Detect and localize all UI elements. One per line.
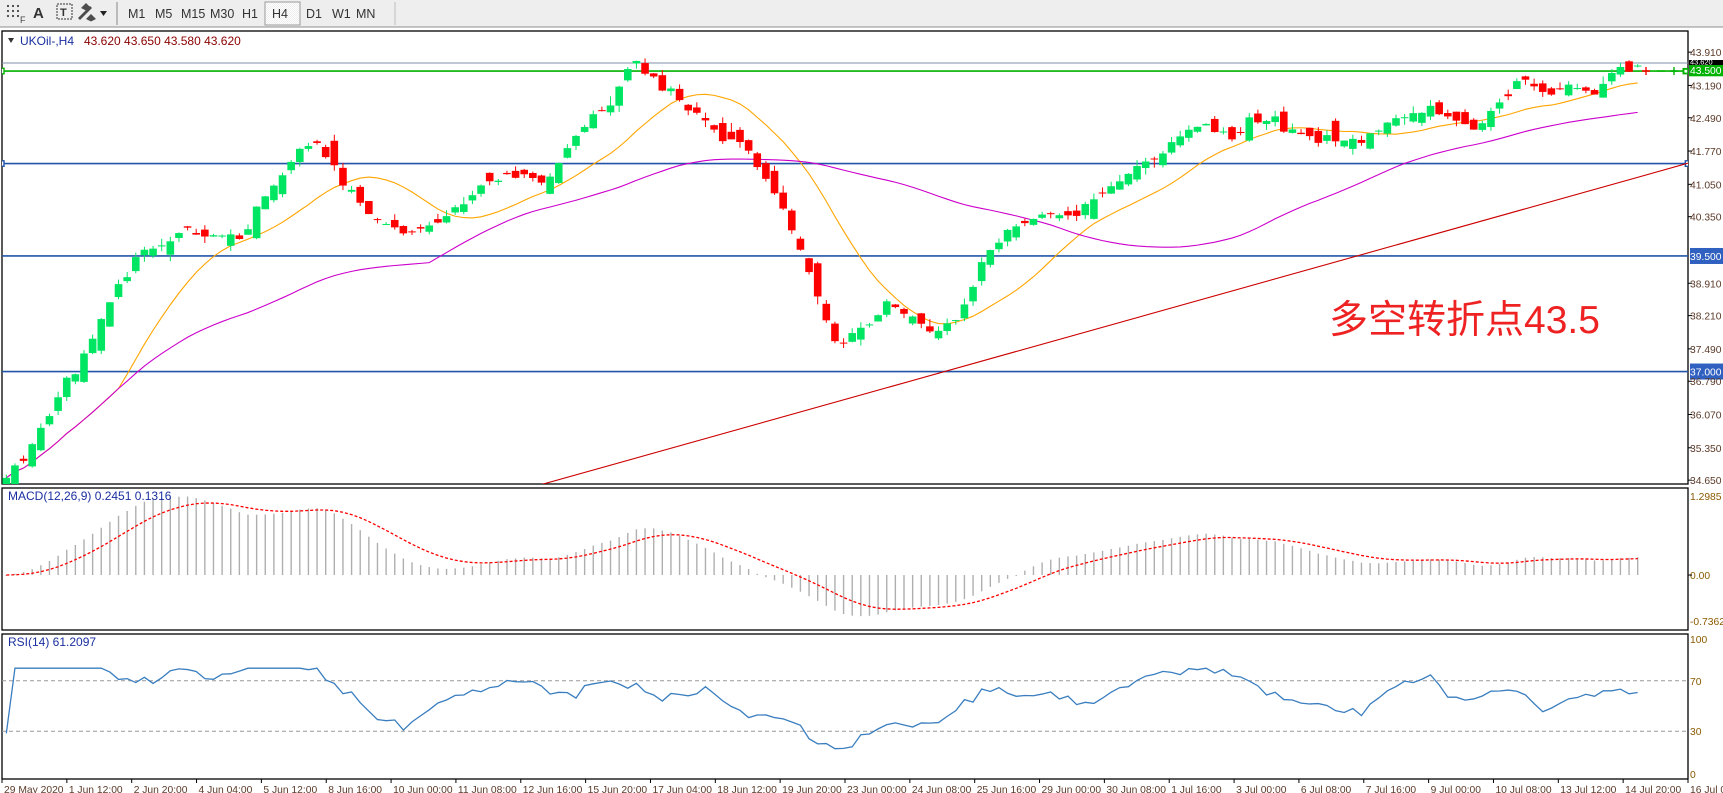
svg-text:2 Jun 20:00: 2 Jun 20:00 — [134, 785, 188, 793]
svg-text:9 Jul 00:00: 9 Jul 00:00 — [1431, 785, 1482, 793]
svg-text:17 Jun 04:00: 17 Jun 04:00 — [652, 785, 712, 793]
svg-text:14 Jul 20:00: 14 Jul 20:00 — [1625, 785, 1681, 793]
svg-text:3 Jul 00:00: 3 Jul 00:00 — [1236, 785, 1287, 793]
svg-text:39.500: 39.500 — [1690, 252, 1722, 263]
svg-text:43.620 43.650 43.580 43.620: 43.620 43.650 43.580 43.620 — [84, 34, 241, 48]
svg-text:6 Jul 08:00: 6 Jul 08:00 — [1301, 785, 1352, 793]
svg-text:MACD(12,26,9) 0.2451 0.1316: MACD(12,26,9) 0.2451 0.1316 — [8, 489, 172, 503]
svg-text:10 Jul 08:00: 10 Jul 08:00 — [1495, 785, 1551, 793]
svg-text:1 Jul 16:00: 1 Jul 16:00 — [1171, 785, 1222, 793]
svg-text:-0.7362: -0.7362 — [1690, 617, 1723, 628]
svg-text:T: T — [60, 7, 67, 19]
svg-text:5 Jun 12:00: 5 Jun 12:00 — [263, 785, 317, 793]
svg-text:36.070: 36.070 — [1690, 411, 1722, 422]
svg-text:19 Jun 20:00: 19 Jun 20:00 — [782, 785, 842, 793]
svg-text:多空转折点43.5: 多空转折点43.5 — [1329, 299, 1600, 342]
svg-text:D1: D1 — [306, 7, 322, 21]
svg-text:8 Jun 16:00: 8 Jun 16:00 — [328, 785, 382, 793]
svg-text:23 Jun 00:00: 23 Jun 00:00 — [847, 785, 907, 793]
svg-text:UKOil-,H4: UKOil-,H4 — [20, 34, 74, 48]
svg-text:37.490: 37.490 — [1690, 345, 1722, 356]
svg-text:0.00: 0.00 — [1690, 571, 1710, 582]
svg-text:70: 70 — [1690, 677, 1702, 688]
svg-text:35.350: 35.350 — [1690, 444, 1722, 455]
svg-text:16 Jul 00:00: 16 Jul 00:00 — [1690, 785, 1723, 793]
svg-text:10 Jun 00:00: 10 Jun 00:00 — [393, 785, 453, 793]
svg-text:11 Jun 08:00: 11 Jun 08:00 — [458, 785, 517, 793]
svg-text:RSI(14) 61.2097: RSI(14) 61.2097 — [8, 635, 96, 649]
svg-text:18 Jun 12:00: 18 Jun 12:00 — [717, 785, 777, 793]
svg-text:34.650: 34.650 — [1690, 476, 1722, 487]
svg-text:100: 100 — [1690, 635, 1707, 646]
svg-text:0: 0 — [1690, 770, 1696, 781]
svg-text:H4: H4 — [272, 7, 288, 21]
svg-text:25 Jun 16:00: 25 Jun 16:00 — [977, 785, 1037, 793]
svg-text:M15: M15 — [181, 7, 205, 21]
svg-text:W1: W1 — [332, 7, 351, 21]
svg-text:30: 30 — [1690, 727, 1702, 738]
svg-text:42.490: 42.490 — [1690, 114, 1722, 125]
svg-text:30 Jun 08:00: 30 Jun 08:00 — [1106, 785, 1166, 793]
svg-text:13 Jul 12:00: 13 Jul 12:00 — [1560, 785, 1616, 793]
svg-text:40.350: 40.350 — [1690, 213, 1722, 224]
svg-text:1.2985: 1.2985 — [1690, 492, 1722, 503]
svg-text:M5: M5 — [155, 7, 172, 21]
svg-text:M1: M1 — [128, 7, 145, 21]
svg-text:4 Jun 04:00: 4 Jun 04:00 — [199, 785, 253, 793]
svg-text:29 Jun 00:00: 29 Jun 00:00 — [1042, 785, 1102, 793]
svg-text:36.790: 36.790 — [1690, 377, 1722, 388]
svg-text:41.770: 41.770 — [1690, 147, 1722, 158]
svg-text:38.210: 38.210 — [1690, 312, 1722, 323]
svg-text:M30: M30 — [210, 7, 234, 21]
svg-text:24 Jun 08:00: 24 Jun 08:00 — [912, 785, 972, 793]
svg-text:43.190: 43.190 — [1690, 81, 1722, 92]
svg-text:MN: MN — [356, 7, 375, 21]
svg-text:7 Jul 16:00: 7 Jul 16:00 — [1366, 785, 1417, 793]
svg-text:29 May 2020: 29 May 2020 — [4, 785, 64, 793]
svg-text:1 Jun 12:00: 1 Jun 12:00 — [69, 785, 123, 793]
svg-text:38.910: 38.910 — [1690, 279, 1722, 290]
svg-text:A: A — [33, 5, 44, 22]
svg-text:41.050: 41.050 — [1690, 180, 1722, 191]
svg-text:43.500: 43.500 — [1690, 66, 1722, 77]
svg-text:12 Jun 16:00: 12 Jun 16:00 — [523, 785, 583, 793]
svg-text:H1: H1 — [242, 7, 258, 21]
svg-text:F: F — [20, 15, 26, 25]
svg-text:15 Jun 20:00: 15 Jun 20:00 — [588, 785, 648, 793]
